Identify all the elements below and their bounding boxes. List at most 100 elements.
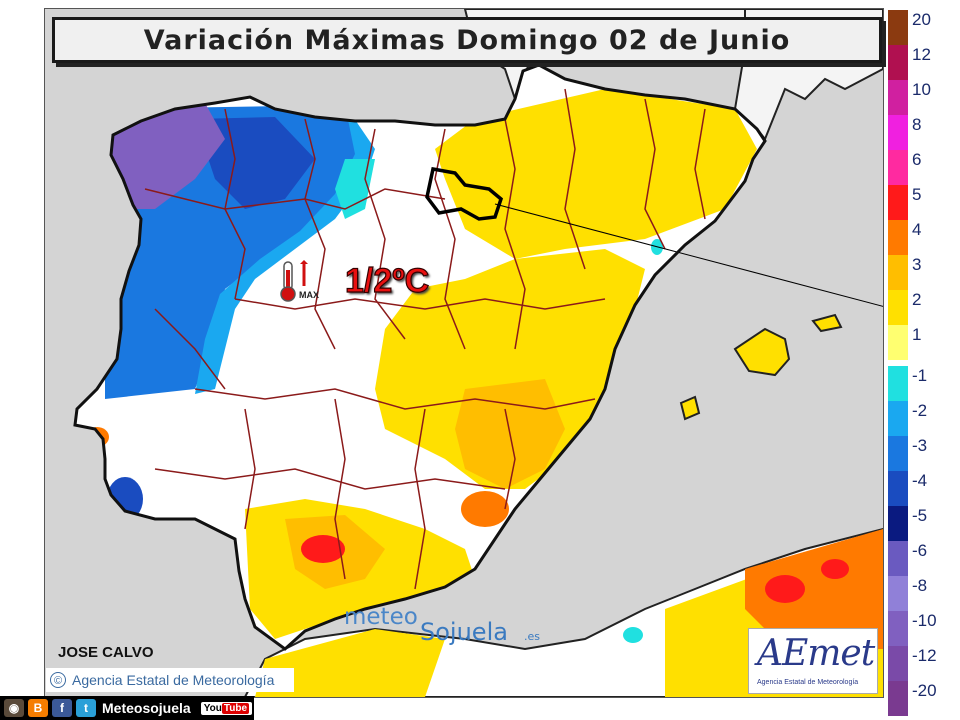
mallorca bbox=[733, 327, 791, 377]
legend-label-negative: -2 bbox=[912, 401, 928, 420]
legend-swatch-negative bbox=[888, 436, 908, 471]
temperature-variation-map bbox=[73, 9, 883, 697]
legend-swatch-positive bbox=[888, 325, 908, 360]
youtube-you: You bbox=[203, 702, 222, 714]
menorca bbox=[811, 313, 843, 333]
social-label: Meteosojuela bbox=[102, 700, 191, 716]
yellow-anomaly-east bbox=[375, 249, 645, 489]
red-anomaly-africa-east bbox=[821, 559, 849, 579]
border-line bbox=[154, 308, 226, 390]
author-credit: JOSE CALVO bbox=[58, 644, 154, 661]
title-bar: Variación Máximas Domingo 02 de Junio bbox=[52, 17, 882, 63]
red-anomaly-africa bbox=[765, 575, 805, 603]
legend-label-positive: 6 bbox=[912, 150, 922, 169]
legend-label-positive: 5 bbox=[912, 185, 922, 204]
thermometer-max-icon: MAX bbox=[280, 260, 328, 304]
legend-label-negative: -1 bbox=[912, 366, 928, 385]
variation-annotation: 1/2ºC bbox=[344, 261, 430, 300]
border-line bbox=[144, 188, 446, 210]
map-title: Variación Máximas Domingo 02 de Junio bbox=[143, 24, 791, 56]
orange-anomaly-africa bbox=[745, 529, 883, 649]
youtube-tube: Tube bbox=[221, 702, 250, 714]
legend-label-positive: 2 bbox=[912, 290, 922, 309]
legend-label-negative: -5 bbox=[912, 506, 928, 525]
cyan-anomaly-north bbox=[335, 159, 375, 219]
legend-label-negative: -8 bbox=[912, 576, 928, 595]
watermark-meteo: meteo bbox=[344, 604, 418, 630]
legend-swatch-negative bbox=[888, 681, 908, 716]
legend-swatch-positive bbox=[888, 185, 908, 220]
legend-swatch-positive bbox=[888, 80, 908, 115]
border-line bbox=[504, 408, 516, 510]
callout-line bbox=[494, 203, 883, 307]
legend-swatch-positive bbox=[888, 45, 908, 80]
province-borders bbox=[144, 88, 706, 590]
legend-label-positive: 12 bbox=[912, 45, 931, 64]
legend-swatch-negative bbox=[888, 366, 908, 401]
youtube-icon[interactable]: You Tube bbox=[200, 701, 253, 715]
copyright-icon: © bbox=[50, 672, 66, 688]
legend-label-positive: 10 bbox=[912, 80, 931, 99]
legend-label-positive: 4 bbox=[912, 220, 922, 239]
aemet-logo-name: AEmet bbox=[757, 633, 875, 674]
legend-swatch-negative bbox=[888, 471, 908, 506]
map-panel bbox=[44, 8, 884, 698]
legend-label-positive: 1 bbox=[912, 325, 922, 344]
legend-label-negative: -4 bbox=[912, 471, 928, 490]
border-line bbox=[564, 88, 586, 270]
ibiza bbox=[679, 395, 701, 421]
watermark-domain: .es bbox=[524, 630, 540, 643]
border-line bbox=[694, 108, 706, 220]
legend-swatch-negative bbox=[888, 576, 908, 611]
orange-anomaly-murcia bbox=[461, 491, 509, 527]
max-icon-label: MAX bbox=[299, 290, 319, 300]
facebook-icon[interactable]: f bbox=[52, 699, 72, 717]
legend-label-negative: -12 bbox=[912, 646, 937, 665]
agency-credit-text: Agencia Estatal de Meteorología bbox=[72, 672, 275, 688]
yellow-anomaly-africa-west bbox=[255, 629, 445, 697]
border-line bbox=[154, 468, 506, 490]
legend-swatch-negative bbox=[888, 541, 908, 576]
legend-swatch-negative bbox=[888, 611, 908, 646]
red-anomaly-south bbox=[301, 535, 345, 563]
border-line bbox=[334, 398, 346, 580]
border-line bbox=[414, 408, 426, 590]
legend-label-negative: -10 bbox=[912, 611, 937, 630]
twitter-icon[interactable]: t bbox=[76, 699, 96, 717]
legend-label-positive: 3 bbox=[912, 255, 922, 274]
border-line bbox=[434, 128, 466, 350]
legend-label-negative: -20 bbox=[912, 681, 937, 700]
legend-label-negative: -3 bbox=[912, 436, 928, 455]
cyan-spot-africa bbox=[623, 627, 643, 643]
legend-swatch-positive bbox=[888, 290, 908, 325]
yellow-anomaly-ebro bbox=[435, 89, 757, 259]
la-rioja-outline bbox=[425, 166, 504, 221]
legend-label-negative: -6 bbox=[912, 541, 928, 560]
legend-swatch-positive bbox=[888, 255, 908, 290]
border-line bbox=[244, 408, 256, 530]
temperature-fill bbox=[85, 89, 757, 639]
purple-anomaly-galicia bbox=[105, 103, 225, 209]
light-blue-fringe bbox=[195, 105, 375, 394]
legend-swatch-negative bbox=[888, 506, 908, 541]
color-legend: 20 12 10 8 6 5 4 3 2 1 -1 -2 -3 -4 -5 -6 -8 -10 -12 -20 bbox=[888, 10, 960, 716]
instagram-icon[interactable]: ◉ bbox=[4, 699, 24, 717]
border-line bbox=[234, 298, 606, 310]
legend-swatch-positive bbox=[888, 220, 908, 255]
border-line bbox=[304, 118, 336, 350]
coastline bbox=[73, 63, 767, 651]
border-line bbox=[644, 98, 666, 250]
legend-label-positive: 20 bbox=[912, 10, 931, 29]
legend-swatch-positive bbox=[888, 10, 908, 45]
watermark-sojuela: Sojuela bbox=[420, 618, 508, 646]
aemet-logo-subtitle: Agencia Estatal de Meteorología bbox=[757, 679, 859, 686]
border-line bbox=[194, 388, 596, 410]
balearic-islands bbox=[679, 313, 843, 421]
meteosojuela-watermark: meteo Sojuela .es bbox=[344, 600, 554, 650]
blogger-icon[interactable]: B bbox=[28, 699, 48, 717]
agency-credit: © Agencia Estatal de Meteorología bbox=[46, 668, 294, 692]
border-line bbox=[364, 128, 406, 340]
dark-blue-anomaly bbox=[195, 117, 315, 209]
legend-swatch-positive bbox=[888, 115, 908, 150]
